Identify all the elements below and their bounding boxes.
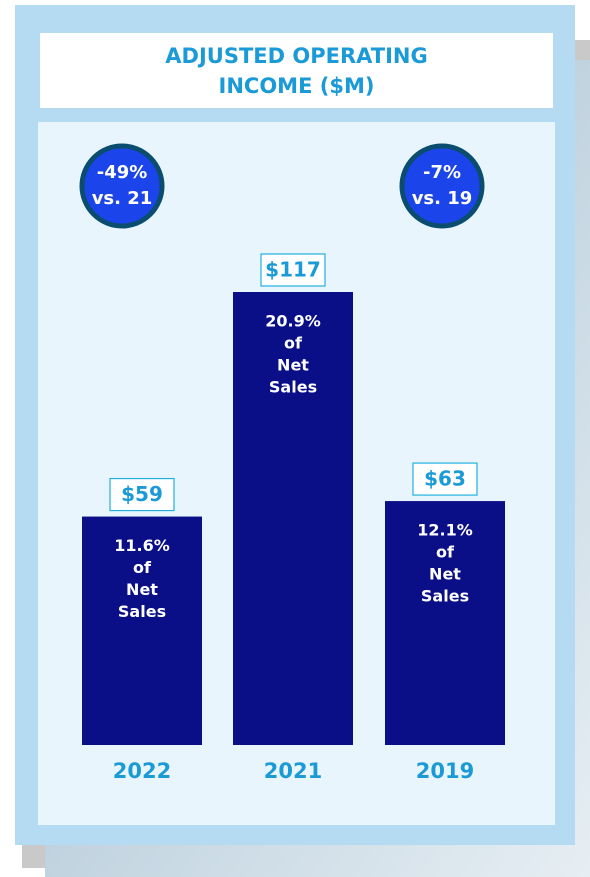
bar-note: Net [126, 580, 158, 599]
title-box: ADJUSTED OPERATING INCOME ($M) [40, 33, 553, 108]
bar-note: Sales [118, 602, 166, 621]
x-tick-label: 2022 [113, 759, 171, 783]
bar-note: Sales [269, 378, 317, 397]
bar-note: 12.1% [417, 521, 473, 540]
bar [385, 501, 505, 745]
x-tick-label: 2021 [264, 759, 322, 783]
bar-note: of [436, 543, 455, 562]
badge-text: vs. 21 [92, 188, 153, 209]
title-box [40, 33, 553, 108]
bar-note: Sales [421, 587, 469, 606]
bar-note: 11.6% [114, 536, 170, 555]
bar-note: 20.9% [265, 312, 321, 331]
value-label-box [260, 253, 326, 287]
value-label-box [109, 477, 175, 512]
bar-note: of [133, 558, 152, 577]
value-label: $59 [121, 482, 163, 506]
badge-text: vs. 19 [412, 188, 473, 209]
value-label: $117 [265, 258, 321, 282]
bar-note: Net [277, 356, 309, 375]
bar-note: of [284, 334, 303, 353]
chart-title: ADJUSTED OPERATING INCOME ($M) [165, 43, 428, 98]
badge [79, 143, 165, 229]
value-label-box [412, 462, 478, 496]
badge-text: -7% [423, 162, 461, 183]
value-label: $63 [424, 467, 466, 491]
x-tick-label: 2019 [416, 759, 474, 783]
badge-text: -49% [97, 162, 148, 183]
bar [82, 516, 202, 745]
badge [399, 143, 485, 229]
bar [233, 292, 353, 745]
bar-note: Net [429, 565, 461, 584]
